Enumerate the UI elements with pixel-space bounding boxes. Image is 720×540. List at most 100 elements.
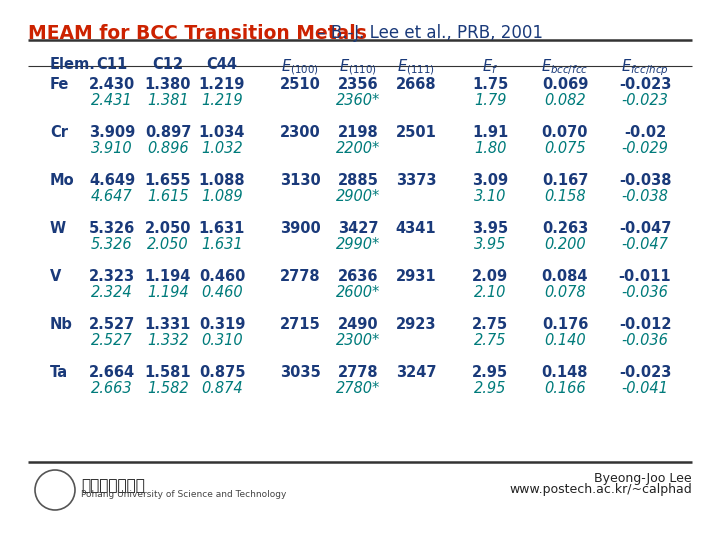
Text: 3.95: 3.95	[472, 221, 508, 236]
Text: 1.032: 1.032	[201, 141, 243, 156]
Text: 1.089: 1.089	[201, 189, 243, 204]
Text: 1.380: 1.380	[145, 77, 192, 92]
Text: 3427: 3427	[338, 221, 378, 236]
Text: 2.95: 2.95	[472, 365, 508, 380]
Text: -0.023: -0.023	[618, 365, 671, 380]
Text: -0.041: -0.041	[621, 381, 668, 396]
Text: -0.047: -0.047	[621, 237, 668, 252]
Text: 2356: 2356	[338, 77, 378, 92]
Text: -0.036: -0.036	[621, 333, 668, 348]
Text: 5.326: 5.326	[89, 221, 135, 236]
Text: 0.084: 0.084	[541, 269, 588, 284]
Text: 2.323: 2.323	[89, 269, 135, 284]
Text: 2.664: 2.664	[89, 365, 135, 380]
Text: 1.034: 1.034	[199, 125, 246, 140]
Text: 2931: 2931	[396, 269, 436, 284]
Text: 2300: 2300	[279, 125, 320, 140]
Text: 0.310: 0.310	[201, 333, 243, 348]
Text: 0.460: 0.460	[201, 285, 243, 300]
Text: 2510: 2510	[279, 77, 320, 92]
Text: $E_{bcc/fcc}$: $E_{bcc/fcc}$	[541, 57, 588, 77]
Text: MEAM for BCC Transition Metals: MEAM for BCC Transition Metals	[28, 24, 367, 43]
Text: 0.897: 0.897	[145, 125, 192, 140]
Text: -0.011: -0.011	[618, 269, 671, 284]
Text: 0.200: 0.200	[544, 237, 586, 252]
Text: 2.75: 2.75	[472, 317, 508, 332]
Text: 0.158: 0.158	[544, 189, 586, 204]
Text: 5.326: 5.326	[91, 237, 132, 252]
Text: Nb: Nb	[50, 317, 73, 332]
Text: www.postech.ac.kr/~calphad: www.postech.ac.kr/~calphad	[509, 483, 692, 496]
Text: 3130: 3130	[279, 173, 320, 188]
Text: 3.10: 3.10	[474, 189, 506, 204]
Text: 2.430: 2.430	[89, 77, 135, 92]
Text: 1.194: 1.194	[147, 285, 189, 300]
Text: 0.460: 0.460	[199, 269, 246, 284]
Text: 2.09: 2.09	[472, 269, 508, 284]
Text: 3.09: 3.09	[472, 173, 508, 188]
Text: 0.896: 0.896	[147, 141, 189, 156]
Text: C44: C44	[207, 57, 238, 72]
Text: 4.647: 4.647	[91, 189, 132, 204]
Text: $E_{(111)}$: $E_{(111)}$	[397, 57, 435, 77]
Text: 2198: 2198	[338, 125, 379, 140]
Text: 3.910: 3.910	[91, 141, 132, 156]
Text: 3.909: 3.909	[89, 125, 135, 140]
Text: Elem.: Elem.	[50, 57, 96, 72]
Text: 0.167: 0.167	[542, 173, 588, 188]
Text: 0.075: 0.075	[544, 141, 586, 156]
Text: 0.082: 0.082	[544, 93, 586, 108]
Text: 1.331: 1.331	[145, 317, 192, 332]
Text: Fe: Fe	[50, 77, 69, 92]
Text: 2900*: 2900*	[336, 189, 380, 204]
Text: 0.078: 0.078	[544, 285, 586, 300]
Text: 1.581: 1.581	[145, 365, 192, 380]
Text: 1.75: 1.75	[472, 77, 508, 92]
Text: 4341: 4341	[396, 221, 436, 236]
Text: 2.324: 2.324	[91, 285, 132, 300]
Text: 1.655: 1.655	[145, 173, 192, 188]
Text: 0.140: 0.140	[544, 333, 586, 348]
Text: 1.219: 1.219	[199, 77, 246, 92]
Text: 2668: 2668	[396, 77, 436, 92]
Text: 3373: 3373	[396, 173, 436, 188]
Text: 1.332: 1.332	[147, 333, 189, 348]
Text: 2.95: 2.95	[474, 381, 506, 396]
Text: 0.319: 0.319	[199, 317, 246, 332]
Text: -0.023: -0.023	[621, 93, 668, 108]
Text: 2715: 2715	[279, 317, 320, 332]
Text: Cr: Cr	[50, 125, 68, 140]
Text: 2.431: 2.431	[91, 93, 132, 108]
Text: 0.263: 0.263	[542, 221, 588, 236]
Text: 2990*: 2990*	[336, 237, 380, 252]
Text: 0.166: 0.166	[544, 381, 586, 396]
Text: -0.023: -0.023	[618, 77, 671, 92]
Text: C11: C11	[96, 57, 127, 72]
Text: 2.75: 2.75	[474, 333, 506, 348]
Text: 0.148: 0.148	[541, 365, 588, 380]
Text: 2.10: 2.10	[474, 285, 506, 300]
Text: 2490: 2490	[338, 317, 378, 332]
Text: 1.631: 1.631	[201, 237, 243, 252]
Text: 0.069: 0.069	[542, 77, 588, 92]
Text: 1.80: 1.80	[474, 141, 506, 156]
Text: 2360*: 2360*	[336, 93, 380, 108]
Text: -0.038: -0.038	[621, 189, 668, 204]
Text: 3247: 3247	[396, 365, 436, 380]
Text: 2.663: 2.663	[91, 381, 132, 396]
Text: 1.194: 1.194	[145, 269, 192, 284]
Text: 2778: 2778	[338, 365, 378, 380]
Text: 3900: 3900	[279, 221, 320, 236]
Text: -0.02: -0.02	[624, 125, 666, 140]
Text: 2923: 2923	[396, 317, 436, 332]
Text: -0.047: -0.047	[618, 221, 671, 236]
Text: – B.-J. Lee et al., PRB, 2001: – B.-J. Lee et al., PRB, 2001	[312, 24, 543, 42]
Text: 2778: 2778	[279, 269, 320, 284]
Text: 2885: 2885	[338, 173, 379, 188]
Text: 4.649: 4.649	[89, 173, 135, 188]
Text: 1.088: 1.088	[199, 173, 246, 188]
Text: $E_{(110)}$: $E_{(110)}$	[339, 57, 377, 77]
Text: 2780*: 2780*	[336, 381, 380, 396]
Text: Byeong-Joo Lee: Byeong-Joo Lee	[595, 472, 692, 485]
Text: -0.038: -0.038	[618, 173, 671, 188]
